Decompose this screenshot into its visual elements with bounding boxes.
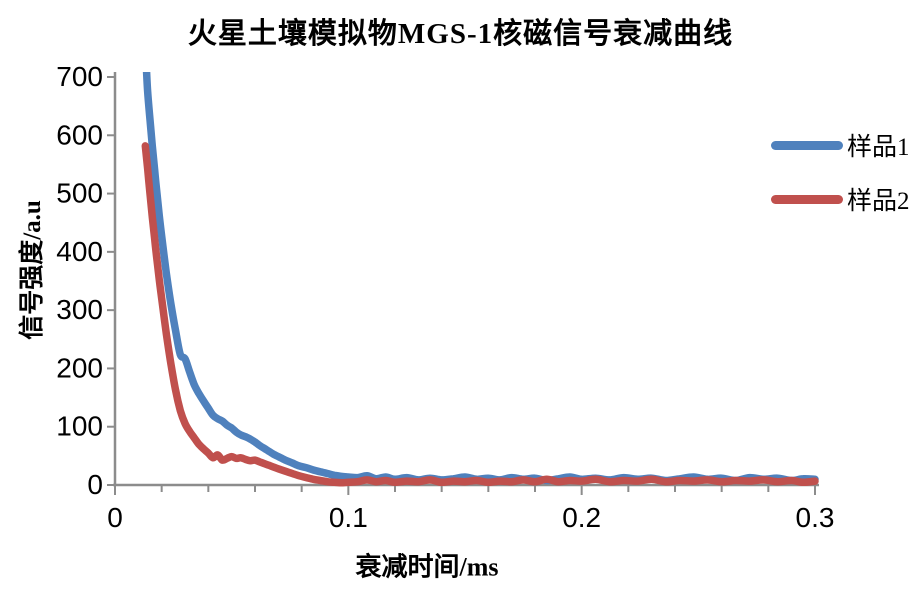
- y-tick-label: 500: [56, 178, 103, 209]
- legend-item-sample1: 样品1: [771, 129, 910, 161]
- x-tick-label: 0.1: [329, 502, 368, 533]
- y-tick-label: 200: [56, 352, 103, 383]
- legend-label-sample2: 样品2: [847, 188, 910, 215]
- x-axis-title: 衰减时间/ms: [355, 552, 499, 582]
- x-tick-label: 0.3: [796, 502, 835, 533]
- y-tick-label: 100: [56, 411, 103, 442]
- chart-title: 火星土壤模拟物MGS-1核磁信号衰减曲线: [187, 18, 734, 50]
- series-line-sample2: [141, 142, 819, 487]
- legend-item-sample2: 样品2: [771, 183, 910, 215]
- y-tick-label: 0: [87, 469, 103, 500]
- y-tick-label: 700: [56, 61, 103, 92]
- y-tick-label: 400: [56, 236, 103, 267]
- x-tick-label: 0: [107, 502, 123, 533]
- x-tick-label: 0.2: [562, 502, 601, 533]
- sample1-line-swatch: [771, 140, 843, 150]
- series-line-sample1: [142, 72, 819, 485]
- y-tick-label: 600: [56, 119, 103, 150]
- legend: 样品1 样品2: [771, 129, 910, 237]
- y-tick-label: 300: [56, 294, 103, 325]
- sample2-line-swatch: [771, 194, 843, 204]
- legend-label-sample1: 样品1: [847, 134, 910, 161]
